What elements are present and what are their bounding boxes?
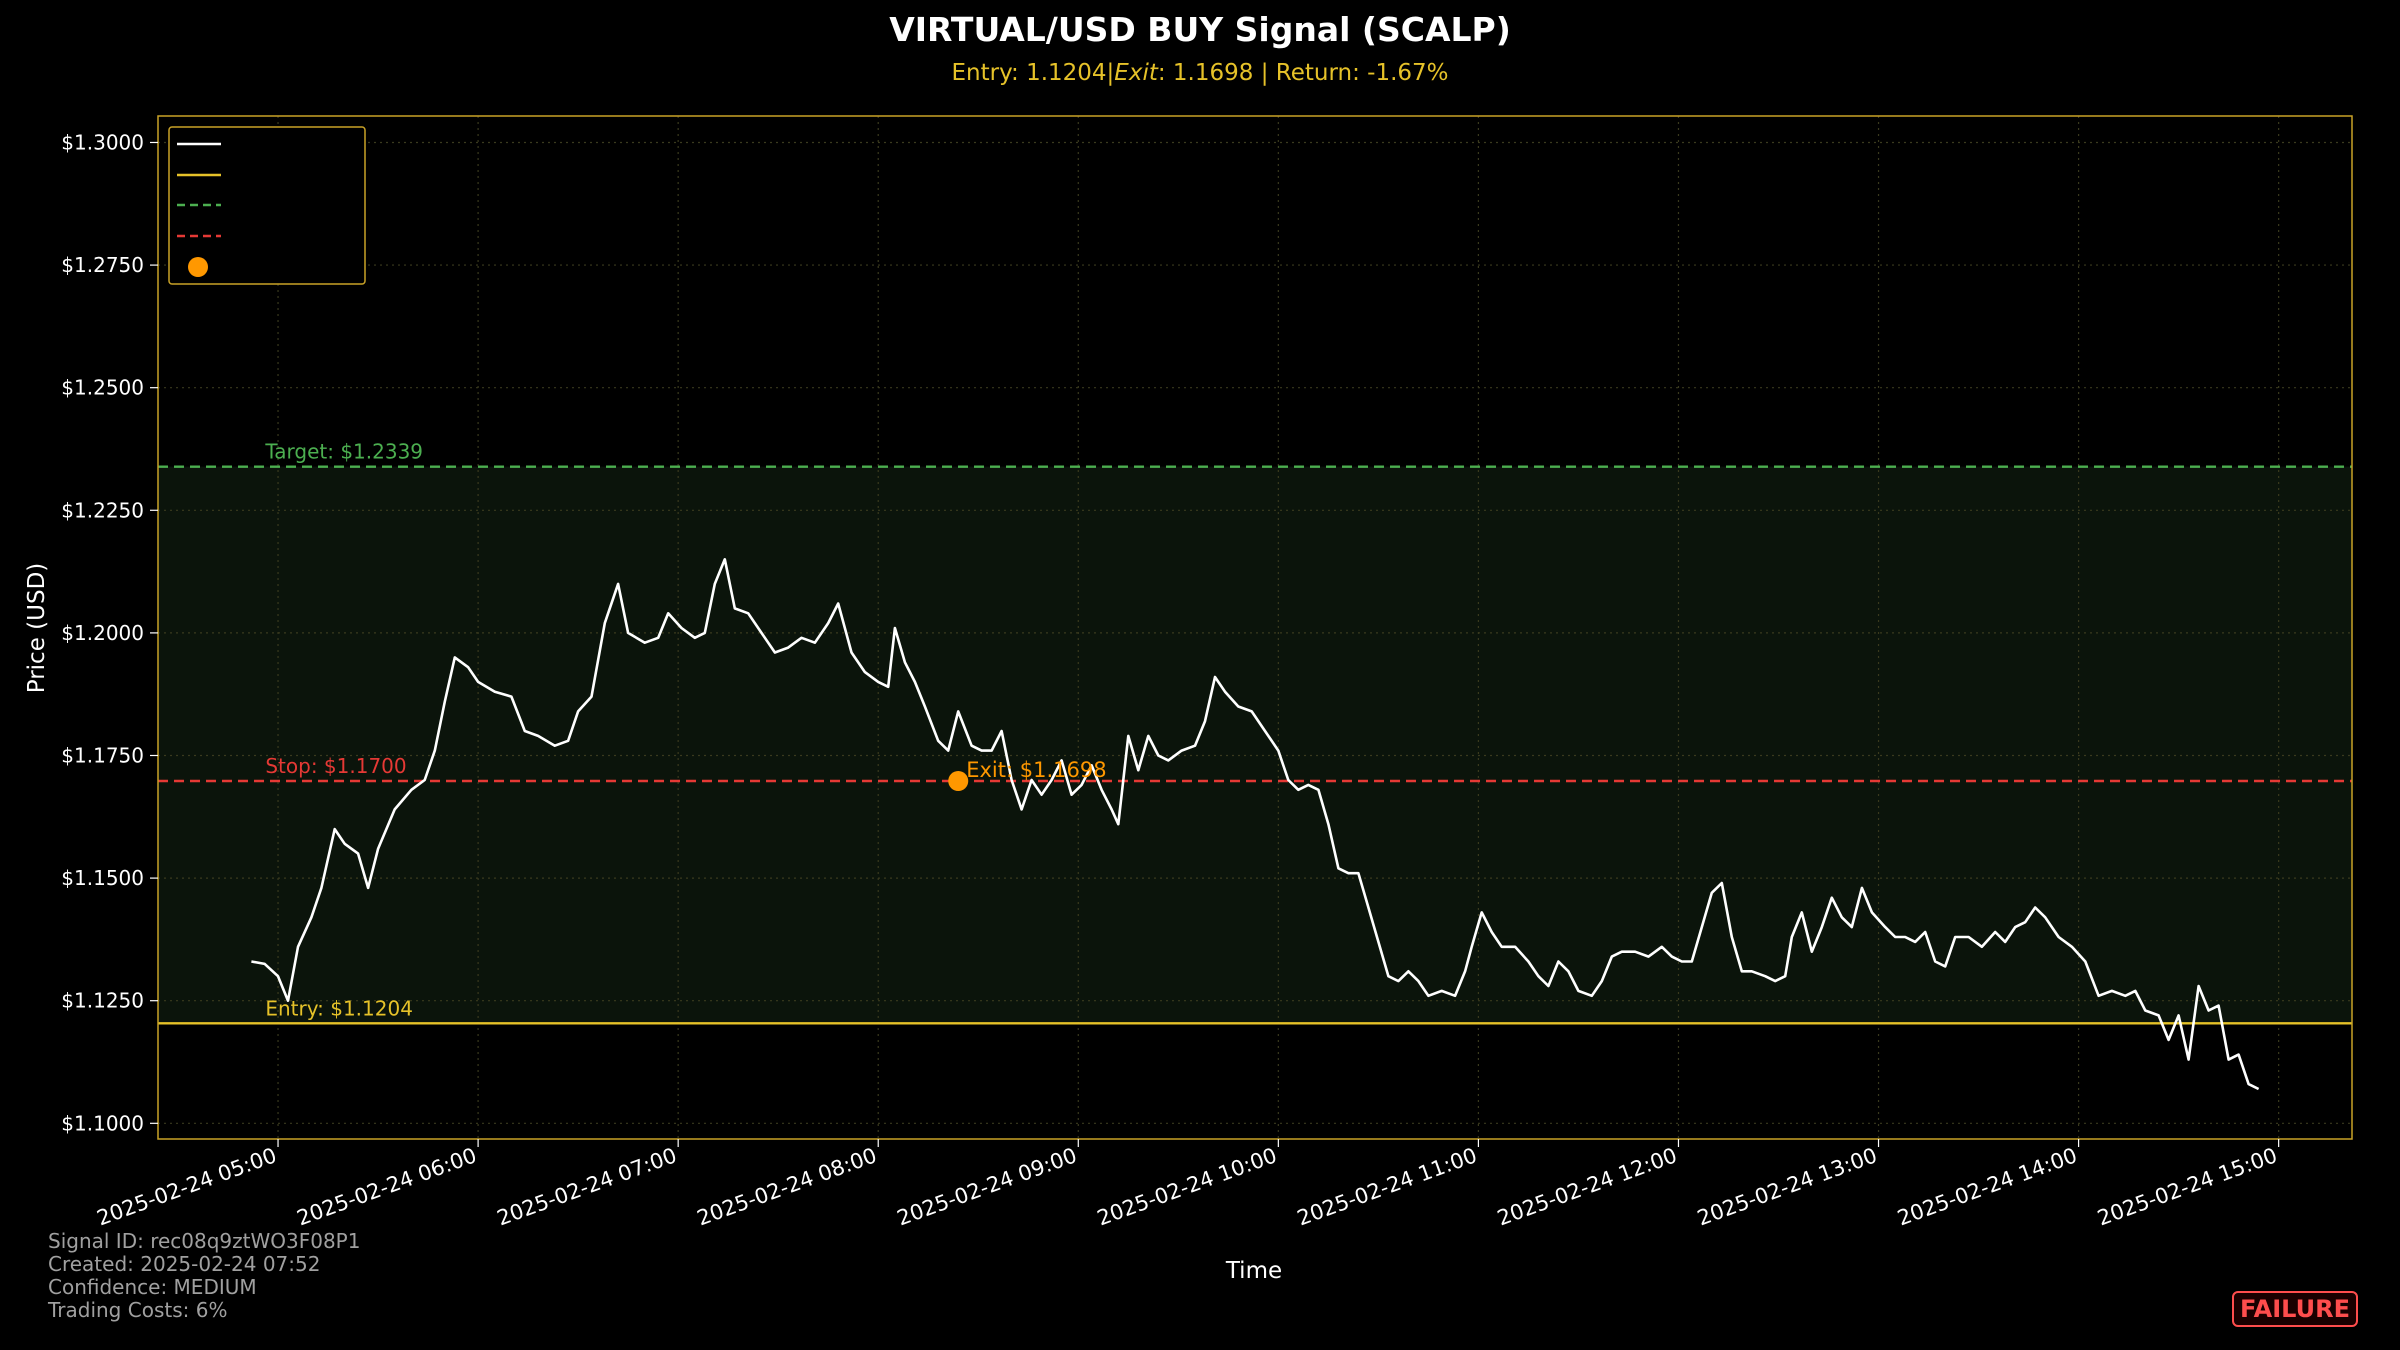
trading-costs: Trading Costs: 6% bbox=[48, 1298, 228, 1322]
status-badge: FAILURE bbox=[2232, 1291, 2358, 1327]
x-tick-label: 2025-02-24 11:00 bbox=[1294, 1143, 1480, 1230]
x-tick-label: 2025-02-24 06:00 bbox=[294, 1143, 480, 1230]
subtitle-entry: Entry: 1.1204| bbox=[951, 60, 1114, 86]
x-axis: 2025-02-24 05:00 2025-02-24 06:00 2025-02-… bbox=[94, 1139, 2280, 1230]
created-time: Created: 2025-02-24 07:52 bbox=[48, 1252, 321, 1276]
exit-label: Exit: $1.1698 bbox=[966, 758, 1106, 782]
x-tick-label: 2025-02-24 08:00 bbox=[694, 1143, 880, 1230]
y-axis-label: Price (USD) bbox=[24, 563, 50, 694]
legend bbox=[168, 126, 366, 285]
x-tick-label: 2025-02-24 07:00 bbox=[494, 1143, 680, 1230]
legend-exit-swatch bbox=[188, 257, 208, 277]
subtitle-exit-label: Exit bbox=[1114, 60, 1159, 86]
signal-info: Signal ID: rec08q9ztWO3F08P1 Created: 20… bbox=[48, 1230, 360, 1322]
signal-id: Signal ID: rec08q9ztWO3F08P1 bbox=[48, 1229, 361, 1253]
target-zone bbox=[158, 466, 2352, 1024]
chart-title: VIRTUAL/USD BUY Signal (SCALP) bbox=[889, 10, 1511, 49]
plot-frame bbox=[157, 115, 2353, 1140]
entry-label: Entry: $1.1204 bbox=[265, 996, 413, 1020]
confidence: Confidence: MEDIUM bbox=[48, 1275, 257, 1299]
x-tick-label: 2025-02-24 13:00 bbox=[1694, 1143, 1880, 1230]
x-tick-label: 2025-02-24 14:00 bbox=[1894, 1143, 2080, 1230]
legend-box bbox=[168, 126, 366, 285]
y-tick-label: $1.2500 bbox=[61, 376, 144, 400]
x-axis-label: Time bbox=[1225, 1258, 1282, 1284]
y-tick-label: $1.1000 bbox=[61, 1111, 144, 1135]
chart-subtitle: Entry: 1.1204|Exit: 1.1698 | Return: -1.… bbox=[951, 60, 1448, 86]
x-tick-label: 2025-02-24 09:00 bbox=[894, 1143, 1080, 1230]
target-label: Target: $1.2339 bbox=[264, 440, 423, 464]
x-tick-label: 2025-02-24 10:00 bbox=[1094, 1143, 1280, 1230]
grid bbox=[158, 116, 2352, 1139]
y-tick-label: $1.1500 bbox=[61, 866, 144, 890]
level-lines: Target: $1.2339 Stop: $1.1700 Entry: $1.12… bbox=[158, 440, 2352, 1025]
y-tick-label: $1.2000 bbox=[61, 621, 144, 645]
stop-label: Stop: $1.1700 bbox=[265, 754, 406, 778]
exit-point bbox=[948, 770, 969, 791]
y-tick-label: $1.3000 bbox=[61, 130, 144, 154]
y-axis: $1.1000 $1.1250 $1.1500 $1.1750 $1.2000 $1.22… bbox=[61, 130, 158, 1135]
x-tick-label: 2025-02-24 15:00 bbox=[2094, 1143, 2280, 1230]
y-tick-label: $1.2750 bbox=[61, 253, 144, 277]
price-line bbox=[251, 557, 2260, 1091]
x-tick-label: 2025-02-24 05:00 bbox=[94, 1143, 280, 1230]
y-tick-label: $1.1750 bbox=[61, 743, 144, 767]
x-tick-label: 2025-02-24 12:00 bbox=[1494, 1143, 1680, 1230]
y-tick-label: $1.1250 bbox=[61, 989, 144, 1013]
y-tick-label: $1.2250 bbox=[61, 498, 144, 522]
subtitle-exit-return: : 1.1698 | Return: -1.67% bbox=[1158, 60, 1449, 86]
